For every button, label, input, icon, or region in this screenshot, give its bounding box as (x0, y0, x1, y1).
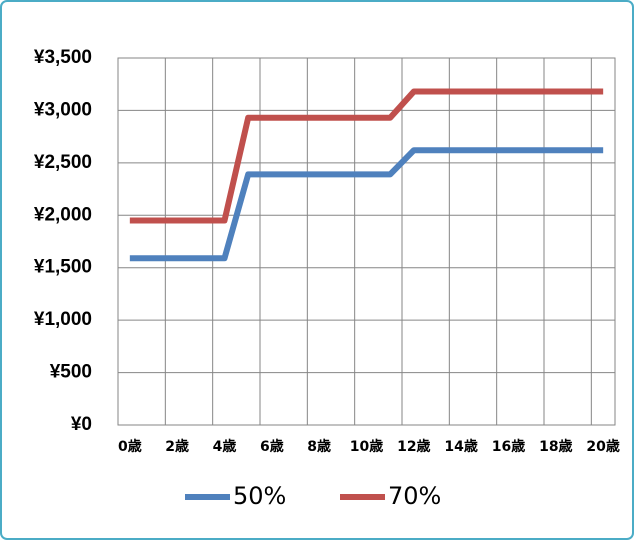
x-tick-label: 2歳 (165, 438, 189, 455)
x-tick-label: 18歳 (539, 438, 572, 455)
x-tick-label: 0歳 (118, 438, 142, 455)
y-tick-label: ¥3,000 (34, 99, 92, 120)
series-line (129, 147, 604, 262)
y-tick-label: ¥0 (71, 414, 92, 435)
legend-label: 70% (388, 482, 441, 510)
x-tick-label: 10歳 (350, 438, 383, 455)
x-tick-label: 14歳 (444, 438, 477, 455)
x-tick-label: 16歳 (492, 438, 525, 455)
x-tick-label: 12歳 (397, 438, 430, 455)
legend-label: 50% (233, 482, 286, 510)
y-tick-label: ¥3,500 (34, 47, 92, 68)
y-tick-label: ¥2,000 (34, 204, 92, 225)
x-tick-label: 8歳 (307, 438, 331, 455)
y-tick-label: ¥1,500 (34, 257, 92, 278)
series-line (129, 88, 604, 224)
x-tick-label: 6歳 (260, 438, 284, 455)
y-tick-label: ¥2,500 (34, 152, 92, 173)
y-tick-label: ¥500 (50, 362, 92, 383)
x-tick-label: 20歳 (586, 438, 619, 455)
x-tick-label: 4歳 (213, 438, 237, 455)
plot-area (117, 57, 616, 426)
y-tick-label: ¥1,000 (34, 309, 92, 330)
